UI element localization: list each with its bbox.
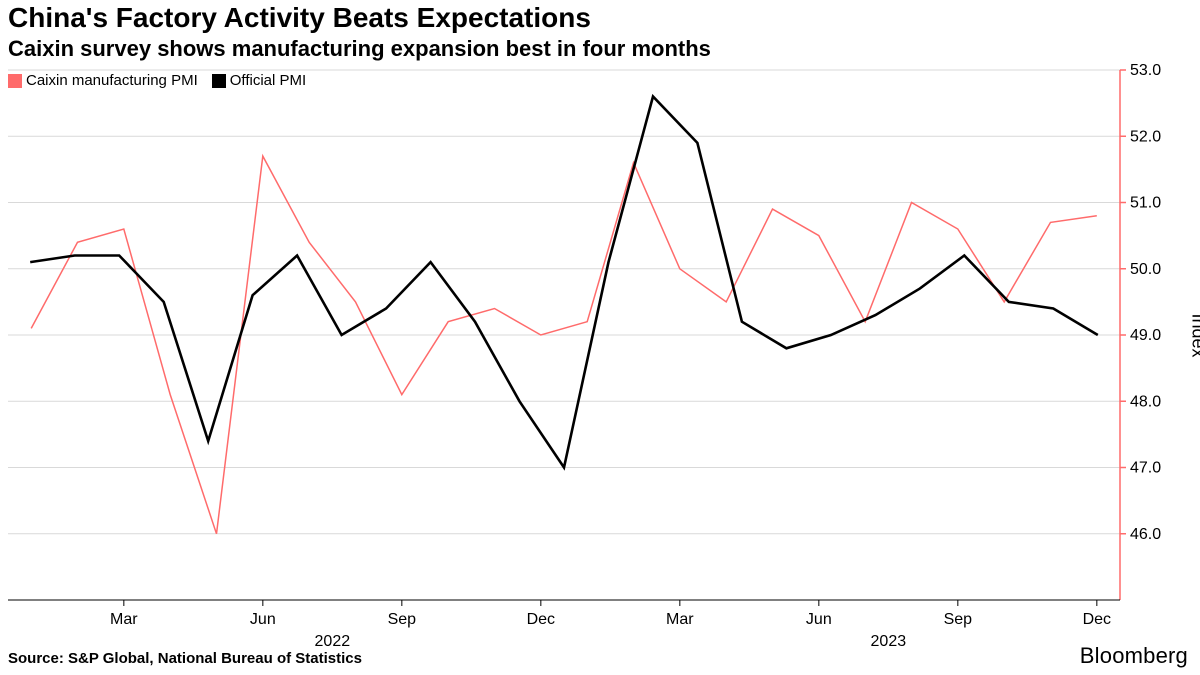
y-axis-label: Index bbox=[1188, 313, 1200, 357]
svg-text:Sep: Sep bbox=[944, 611, 973, 628]
svg-text:2023: 2023 bbox=[871, 633, 907, 650]
chart-container: China's Factory Activity Beats Expectati… bbox=[0, 0, 1200, 675]
chart-plot: 46.0 47.0 48.0 49.0 50.0 51.0 52.0 53.0 Mar Jun Se… bbox=[0, 0, 1200, 675]
svg-text:Mar: Mar bbox=[110, 611, 138, 628]
svg-text:2022: 2022 bbox=[315, 633, 351, 650]
brand-label: Bloomberg bbox=[1080, 643, 1188, 669]
svg-text:Jun: Jun bbox=[250, 611, 276, 628]
svg-text:50.0: 50.0 bbox=[1130, 261, 1161, 278]
svg-text:52.0: 52.0 bbox=[1130, 128, 1161, 145]
svg-text:Sep: Sep bbox=[388, 611, 417, 628]
svg-text:46.0: 46.0 bbox=[1130, 526, 1161, 543]
svg-text:Dec: Dec bbox=[527, 611, 555, 628]
svg-text:Jun: Jun bbox=[806, 611, 832, 628]
svg-text:53.0: 53.0 bbox=[1130, 62, 1161, 79]
svg-text:Dec: Dec bbox=[1083, 611, 1111, 628]
source-text: Source: S&P Global, National Bureau of S… bbox=[8, 650, 362, 667]
svg-text:49.0: 49.0 bbox=[1130, 327, 1161, 344]
svg-text:Mar: Mar bbox=[666, 611, 694, 628]
svg-text:48.0: 48.0 bbox=[1130, 393, 1161, 410]
svg-text:51.0: 51.0 bbox=[1130, 195, 1161, 212]
svg-text:47.0: 47.0 bbox=[1130, 460, 1161, 477]
